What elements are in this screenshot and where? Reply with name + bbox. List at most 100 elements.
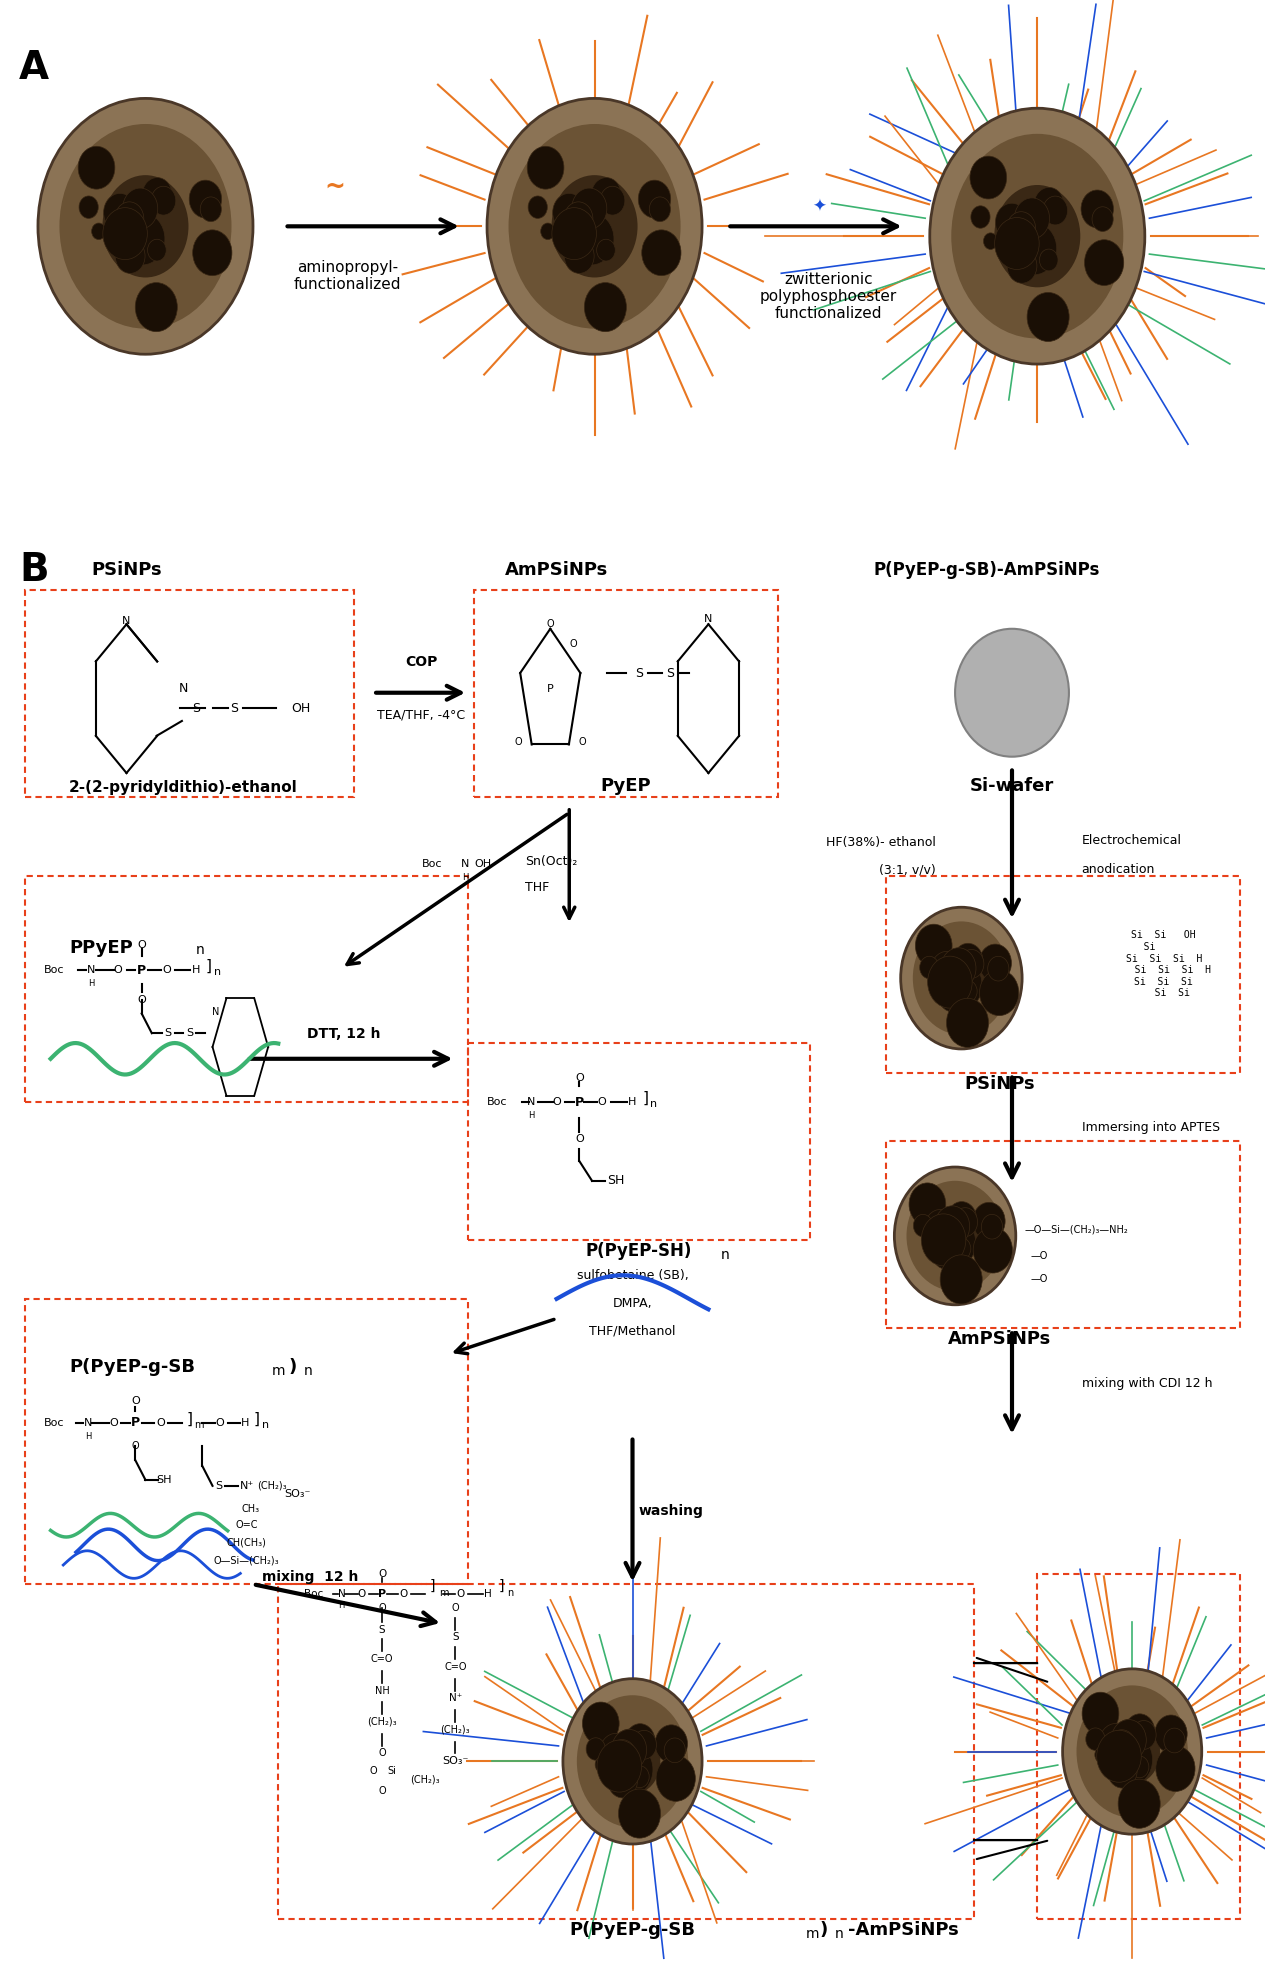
Text: AmPSiNPs: AmPSiNPs (947, 1330, 1051, 1348)
Text: PSiNPs: PSiNPs (91, 561, 162, 579)
Ellipse shape (935, 1206, 970, 1248)
Ellipse shape (1040, 250, 1058, 272)
Ellipse shape (983, 232, 998, 250)
Ellipse shape (937, 1232, 955, 1254)
Ellipse shape (540, 222, 555, 240)
Text: O: O (132, 1441, 139, 1452)
Ellipse shape (59, 124, 231, 329)
Ellipse shape (894, 1167, 1016, 1305)
Text: ]: ] (254, 1411, 259, 1427)
Ellipse shape (920, 956, 939, 978)
Text: HF(38%)- ethanol: HF(38%)- ethanol (826, 836, 936, 848)
Ellipse shape (1125, 1714, 1155, 1750)
Ellipse shape (913, 1214, 932, 1236)
Text: S: S (192, 703, 200, 714)
Ellipse shape (487, 98, 702, 354)
Ellipse shape (102, 209, 147, 260)
Text: —O: —O (1031, 1250, 1049, 1261)
Ellipse shape (1113, 1750, 1131, 1771)
Text: H: H (528, 1112, 535, 1120)
Ellipse shape (910, 1183, 946, 1226)
Ellipse shape (528, 146, 564, 189)
Ellipse shape (1104, 1718, 1160, 1785)
Ellipse shape (931, 1214, 960, 1250)
Text: O: O (378, 1602, 386, 1614)
Text: O: O (378, 1785, 386, 1797)
Ellipse shape (657, 1755, 696, 1801)
Ellipse shape (509, 124, 681, 329)
Ellipse shape (1114, 1753, 1130, 1769)
Ellipse shape (78, 146, 115, 189)
Ellipse shape (937, 951, 985, 1006)
Ellipse shape (625, 1724, 655, 1759)
Ellipse shape (582, 1702, 619, 1746)
Text: O: O (358, 1588, 366, 1600)
Ellipse shape (572, 232, 586, 250)
Text: TEA/THF, -4°C: TEA/THF, -4°C (377, 708, 466, 722)
Text: O: O (114, 964, 121, 976)
Ellipse shape (564, 203, 593, 236)
Ellipse shape (584, 283, 626, 333)
Text: P: P (546, 683, 554, 695)
Text: S: S (230, 703, 238, 714)
Ellipse shape (945, 978, 960, 996)
Ellipse shape (1082, 191, 1113, 228)
Text: P: P (130, 1417, 140, 1429)
Ellipse shape (572, 189, 607, 228)
Ellipse shape (639, 181, 670, 218)
Ellipse shape (1164, 1728, 1185, 1753)
Ellipse shape (608, 1744, 653, 1795)
Text: O: O (576, 1073, 583, 1084)
Text: THF: THF (525, 882, 549, 893)
Ellipse shape (120, 230, 138, 250)
Text: P: P (574, 1096, 584, 1108)
Text: SH: SH (157, 1474, 172, 1486)
Text: N: N (338, 1588, 345, 1600)
Text: (CH₂)₃: (CH₂)₃ (367, 1716, 397, 1728)
Text: O: O (138, 939, 145, 951)
Ellipse shape (600, 1734, 632, 1771)
Text: (3:1, v/v): (3:1, v/v) (879, 864, 936, 876)
Ellipse shape (104, 193, 137, 232)
Text: n: n (196, 943, 205, 956)
Text: O: O (569, 638, 577, 649)
Text: washing: washing (639, 1504, 703, 1519)
Ellipse shape (922, 1230, 936, 1248)
Text: Electrochemical: Electrochemical (1082, 834, 1182, 846)
Ellipse shape (953, 943, 983, 978)
Ellipse shape (148, 240, 166, 262)
Ellipse shape (1082, 1692, 1118, 1736)
Ellipse shape (1077, 1685, 1188, 1818)
Ellipse shape (1156, 1746, 1195, 1791)
Text: B: B (19, 551, 48, 588)
Ellipse shape (953, 1208, 978, 1236)
Text: O: O (578, 736, 586, 748)
Ellipse shape (929, 972, 942, 990)
Text: A: A (19, 49, 49, 87)
Text: N: N (211, 1008, 219, 1017)
Ellipse shape (597, 1740, 641, 1793)
Ellipse shape (1092, 207, 1113, 232)
Text: S: S (164, 1027, 172, 1039)
Ellipse shape (1111, 1720, 1146, 1761)
Ellipse shape (123, 232, 137, 250)
Text: O: O (216, 1417, 224, 1429)
Text: anodication: anodication (1082, 864, 1155, 876)
Ellipse shape (973, 1202, 1006, 1240)
Ellipse shape (937, 956, 966, 990)
Ellipse shape (564, 238, 595, 274)
Ellipse shape (619, 1789, 660, 1838)
Text: SH: SH (607, 1175, 625, 1187)
Ellipse shape (649, 197, 670, 222)
Text: P: P (378, 1588, 386, 1600)
Text: Si-wafer: Si-wafer (970, 777, 1054, 795)
Text: Boc: Boc (487, 1096, 507, 1108)
Text: n: n (650, 1098, 658, 1110)
Text: ]: ] (643, 1090, 648, 1106)
Text: Immersing into APTES: Immersing into APTES (1082, 1122, 1219, 1134)
Text: O: O (452, 1602, 459, 1614)
Text: P(PyEP-SH): P(PyEP-SH) (586, 1242, 692, 1260)
Ellipse shape (994, 185, 1080, 287)
Ellipse shape (930, 108, 1145, 364)
Ellipse shape (1015, 242, 1028, 260)
